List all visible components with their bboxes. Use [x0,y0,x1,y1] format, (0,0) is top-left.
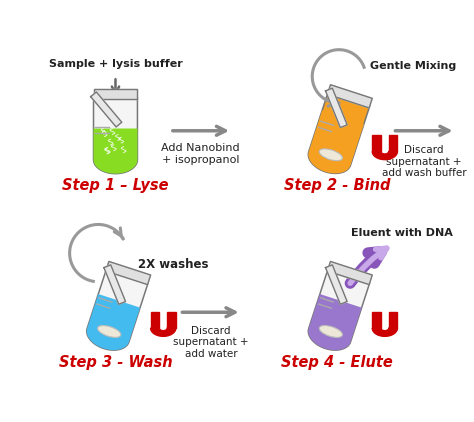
Polygon shape [308,294,362,350]
Polygon shape [87,269,148,350]
Polygon shape [389,135,397,151]
Polygon shape [104,265,126,304]
Polygon shape [372,135,381,151]
Ellipse shape [98,325,121,338]
Polygon shape [151,328,176,336]
Polygon shape [151,311,159,328]
Polygon shape [372,151,397,160]
Text: Discard
supernatant +
add wash buffer: Discard supernatant + add wash buffer [382,145,466,179]
Polygon shape [167,311,176,328]
Polygon shape [372,311,381,328]
Polygon shape [308,269,370,350]
Polygon shape [308,92,370,173]
Text: Add Nanobind
+ isopropanol: Add Nanobind + isopropanol [161,143,240,165]
Polygon shape [389,311,397,328]
Polygon shape [326,88,347,127]
Polygon shape [328,262,372,284]
Text: Gentle Mixing: Gentle Mixing [370,61,456,71]
Polygon shape [328,85,372,108]
Polygon shape [91,92,122,127]
Polygon shape [308,110,364,173]
Text: Step 4 - Elute: Step 4 - Elute [281,354,393,370]
Text: 2X washes: 2X washes [137,258,208,271]
Polygon shape [87,294,140,350]
Text: Discard
supernatant +
add water: Discard supernatant + add water [173,326,249,359]
Text: Sample + lysis buffer: Sample + lysis buffer [49,59,182,69]
Text: Eluent with DNA: Eluent with DNA [351,228,453,238]
Text: Step 1 – Lyse: Step 1 – Lyse [62,178,169,193]
Text: Step 3 - Wash: Step 3 - Wash [59,354,172,370]
Ellipse shape [319,149,342,161]
Ellipse shape [319,325,342,338]
Polygon shape [106,262,151,284]
Polygon shape [372,328,397,336]
Polygon shape [93,129,137,173]
Polygon shape [326,265,347,304]
Polygon shape [93,97,137,173]
Polygon shape [93,89,137,99]
Text: Step 2 - Bind: Step 2 - Bind [284,178,390,193]
